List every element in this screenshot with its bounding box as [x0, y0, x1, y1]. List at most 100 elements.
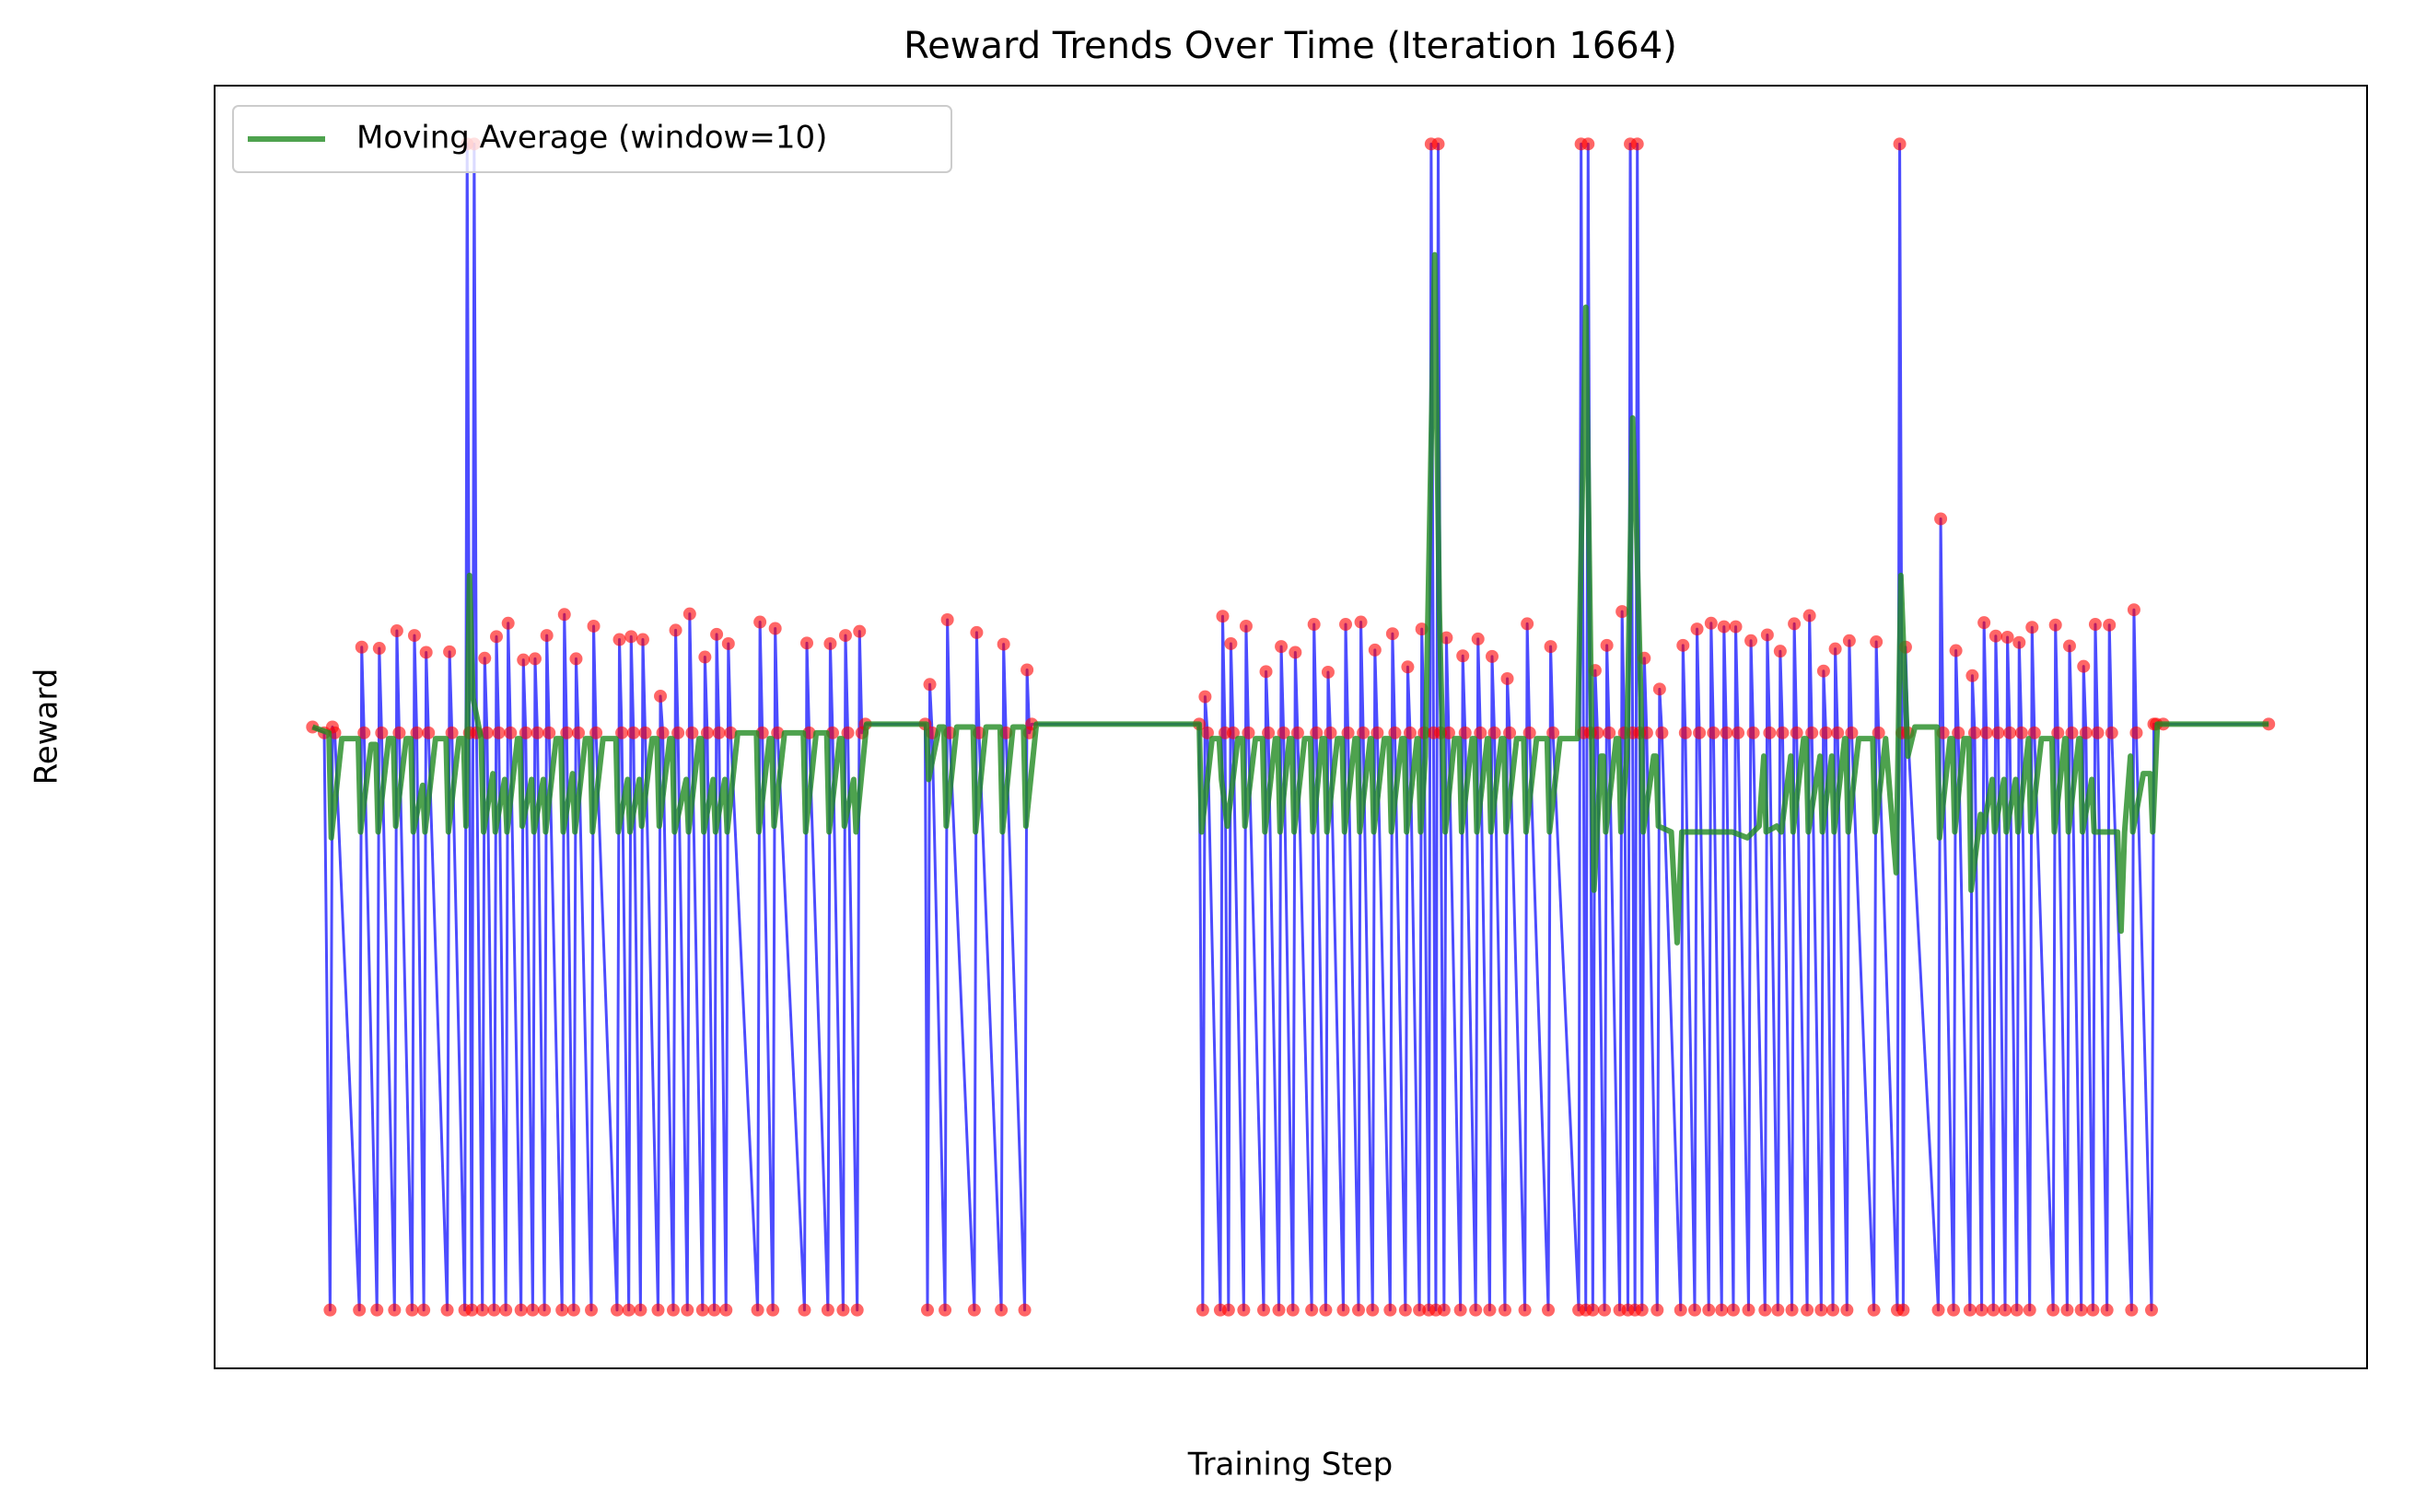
- reward-point: [2048, 618, 2062, 632]
- reward-point: [1991, 726, 2005, 739]
- reward-point: [1828, 642, 1842, 656]
- reward-point: [939, 1303, 952, 1317]
- reward-point: [443, 645, 457, 658]
- reward-point: [771, 726, 785, 739]
- reward-point: [514, 1303, 528, 1317]
- reward-point: [526, 1303, 540, 1317]
- reward-point: [1979, 726, 1993, 739]
- reward-point: [636, 633, 649, 646]
- reward-point: [656, 726, 670, 739]
- reward-point: [388, 1303, 402, 1317]
- reward-point: [1690, 622, 1704, 636]
- reward-point: [410, 726, 424, 739]
- chart-title: Reward Trends Over Time (Iteration 1664): [904, 25, 1677, 67]
- reward-point: [1018, 1303, 1032, 1317]
- reward-point: [1771, 1303, 1785, 1317]
- reward-point: [1518, 1303, 1532, 1317]
- reward-point: [504, 726, 518, 739]
- reward-point: [1401, 660, 1415, 674]
- reward-point: [695, 1303, 709, 1317]
- y-axis-label: Reward: [29, 669, 65, 785]
- reward-point: [710, 627, 724, 641]
- reward-point: [2060, 1303, 2074, 1317]
- reward-point: [853, 624, 867, 638]
- reward-point: [465, 1303, 479, 1317]
- axes-frame: [214, 85, 2368, 1369]
- reward-point: [2000, 630, 2014, 644]
- reward-point: [682, 607, 696, 621]
- reward-point: [626, 726, 640, 739]
- reward-point: [1717, 620, 1731, 634]
- reward-point: [1678, 726, 1692, 739]
- reward-point: [1200, 726, 1214, 739]
- reward-point: [1357, 726, 1370, 739]
- reward-point: [1242, 726, 1255, 739]
- reward-point: [1339, 618, 1353, 632]
- x-axis-label: Training Step: [1187, 1447, 1393, 1483]
- reward-point: [1726, 1303, 1740, 1317]
- reward-point: [353, 1303, 367, 1317]
- reward-point: [721, 636, 735, 650]
- reward-point: [724, 726, 738, 739]
- reward-point: [1290, 726, 1304, 739]
- reward-point: [478, 651, 492, 665]
- reward-point: [372, 642, 386, 656]
- reward-point: [405, 1303, 419, 1317]
- reward-point: [1896, 1303, 1910, 1317]
- reward-point: [1704, 616, 1718, 630]
- reward-point: [569, 652, 583, 666]
- reward-point: [1600, 638, 1614, 652]
- reward-point: [1262, 726, 1276, 739]
- reward-point: [587, 619, 601, 633]
- reward-point: [1453, 1303, 1467, 1317]
- reward-point: [1487, 726, 1501, 739]
- reward-point: [1226, 726, 1240, 739]
- reward-point: [634, 1303, 647, 1317]
- reward-point: [1952, 726, 1965, 739]
- reward-point: [1746, 726, 1760, 739]
- reward-point: [1275, 640, 1289, 654]
- reward-point: [517, 653, 531, 667]
- reward-point: [407, 629, 421, 643]
- reward-point: [1469, 1303, 1483, 1317]
- reward-point: [1366, 1303, 1380, 1317]
- legend-label: Moving Average (window=10): [356, 120, 827, 157]
- reward-point: [622, 1303, 636, 1317]
- reward-point: [1441, 726, 1455, 739]
- legend-box: [232, 105, 952, 173]
- reward-point: [1603, 726, 1616, 739]
- reward-point: [1388, 726, 1402, 739]
- reward-point: [1758, 1303, 1772, 1317]
- reward-point: [624, 630, 638, 644]
- reward-point: [2074, 1303, 2088, 1317]
- reward-point: [1385, 627, 1399, 641]
- reward-point: [2103, 618, 2117, 632]
- reward-point: [1805, 726, 1819, 739]
- reward-point: [1307, 618, 1321, 632]
- reward-point: [1471, 632, 1485, 646]
- reward-point: [1732, 726, 1745, 739]
- reward-point: [2086, 1303, 2100, 1317]
- reward-point: [1801, 1303, 1814, 1317]
- reward-point: [440, 1303, 454, 1317]
- reward-point: [671, 726, 685, 739]
- reward-point: [480, 726, 494, 739]
- reward-point: [1354, 615, 1368, 629]
- reward-point: [2027, 726, 2041, 739]
- reward-point: [487, 1303, 501, 1317]
- reward-point: [2091, 726, 2105, 739]
- moving-average-line: [311, 251, 2269, 946]
- reward-point: [2014, 726, 2028, 739]
- reward-point: [719, 1303, 733, 1317]
- reward-point: [1947, 1303, 1961, 1317]
- reward-point: [1586, 1303, 1600, 1317]
- reward-point: [2025, 621, 2039, 634]
- reward-point: [698, 650, 712, 664]
- reward-point: [1341, 726, 1355, 739]
- reward-point: [800, 636, 814, 650]
- reward-point: [1819, 726, 1833, 739]
- reward-point: [1715, 1303, 1729, 1317]
- reward-point: [531, 726, 544, 739]
- reward-point: [1655, 726, 1669, 739]
